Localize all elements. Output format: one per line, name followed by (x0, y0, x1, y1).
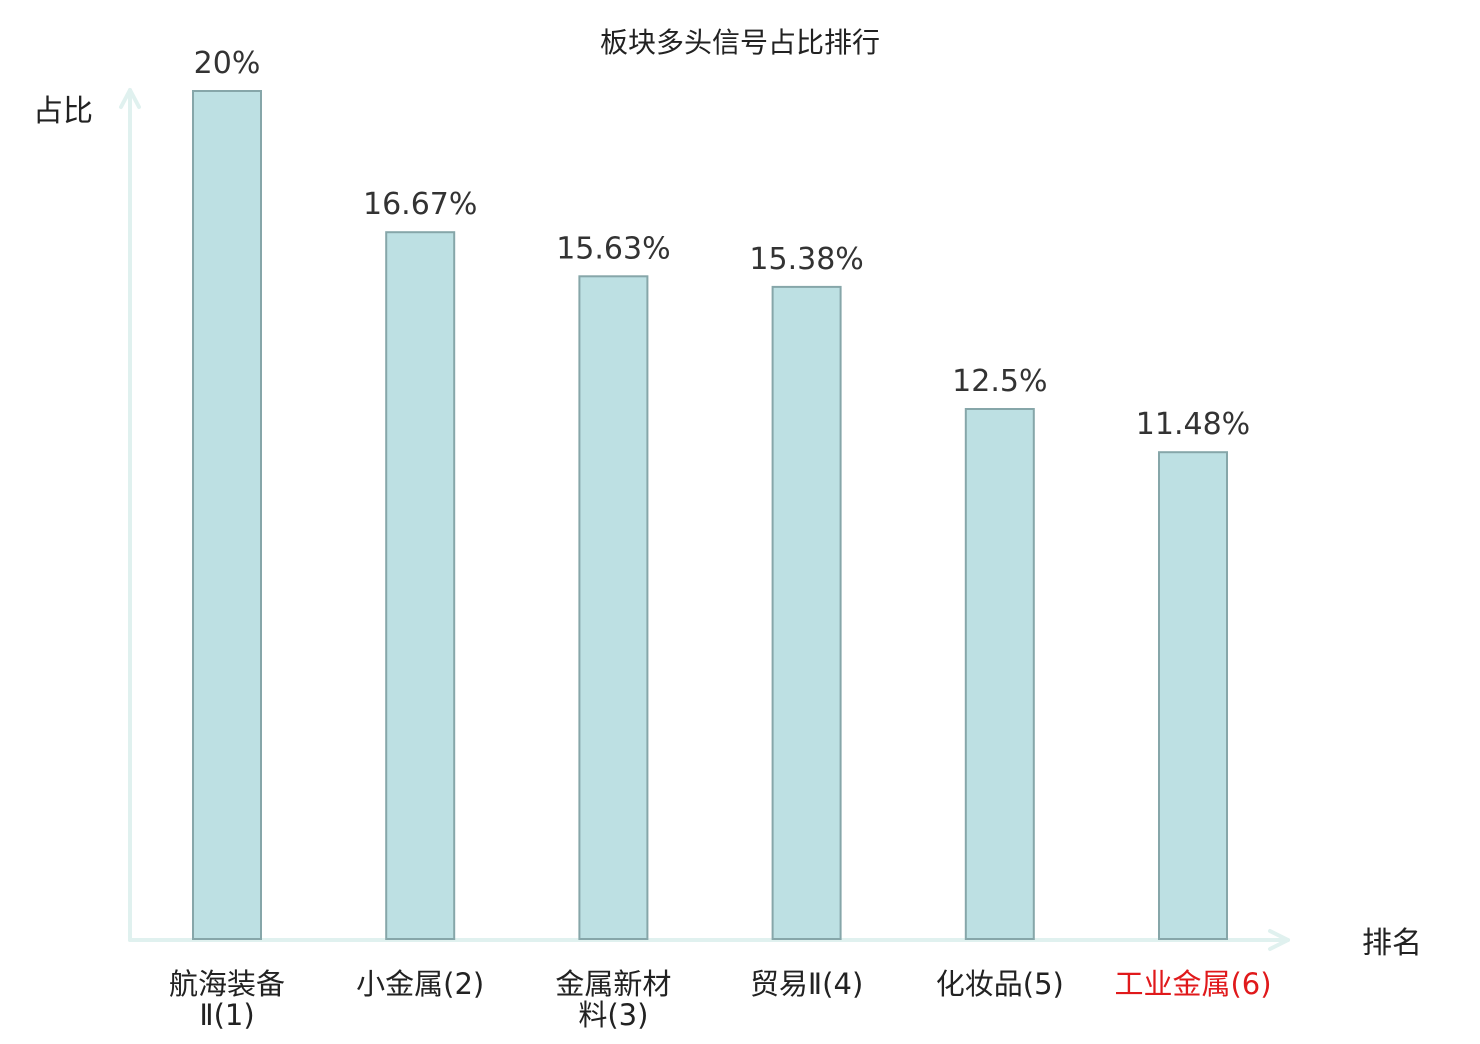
bar-2 (385, 231, 456, 940)
axes (119, 88, 1290, 951)
x-tick-label-5: 化妆品(5) (936, 967, 1064, 1001)
bar-4 (771, 285, 842, 940)
bar-3 (578, 275, 649, 940)
bars-layer (192, 90, 1228, 940)
bar-1 (192, 90, 262, 940)
bar-5 (964, 408, 1035, 940)
data-label-2: 16.67% (363, 187, 477, 222)
chart-title: 板块多头信号占比排行 (600, 26, 880, 59)
x-tick-label-3-line-1: 金属新材 (555, 967, 671, 1001)
data-label-6: 11.48% (1136, 407, 1250, 442)
x-tick-label-1-line-2: Ⅱ(1) (199, 998, 254, 1032)
x-tick-label-4: 贸易Ⅱ(4) (750, 967, 863, 1001)
data-label-5: 12.5% (952, 364, 1047, 399)
bar-6 (1158, 451, 1228, 940)
data-label-1: 20% (194, 46, 261, 81)
x-tick-label-6: 工业金属(6) (1114, 967, 1271, 1001)
data-label-3: 15.63% (556, 231, 670, 266)
x-tick-label-3-line-2: 料(3) (578, 998, 648, 1032)
x-tick-label-2: 小金属(2) (356, 967, 484, 1001)
y-axis-label: 占比 (33, 94, 93, 129)
x-axis-label: 排名 (1362, 926, 1422, 961)
x-tick-label-1-line-1: 航海装备 (169, 967, 285, 1001)
y-axis-arrow (119, 88, 141, 109)
data-label-4: 15.38% (749, 242, 863, 277)
x-axis-arrow (1268, 929, 1290, 951)
